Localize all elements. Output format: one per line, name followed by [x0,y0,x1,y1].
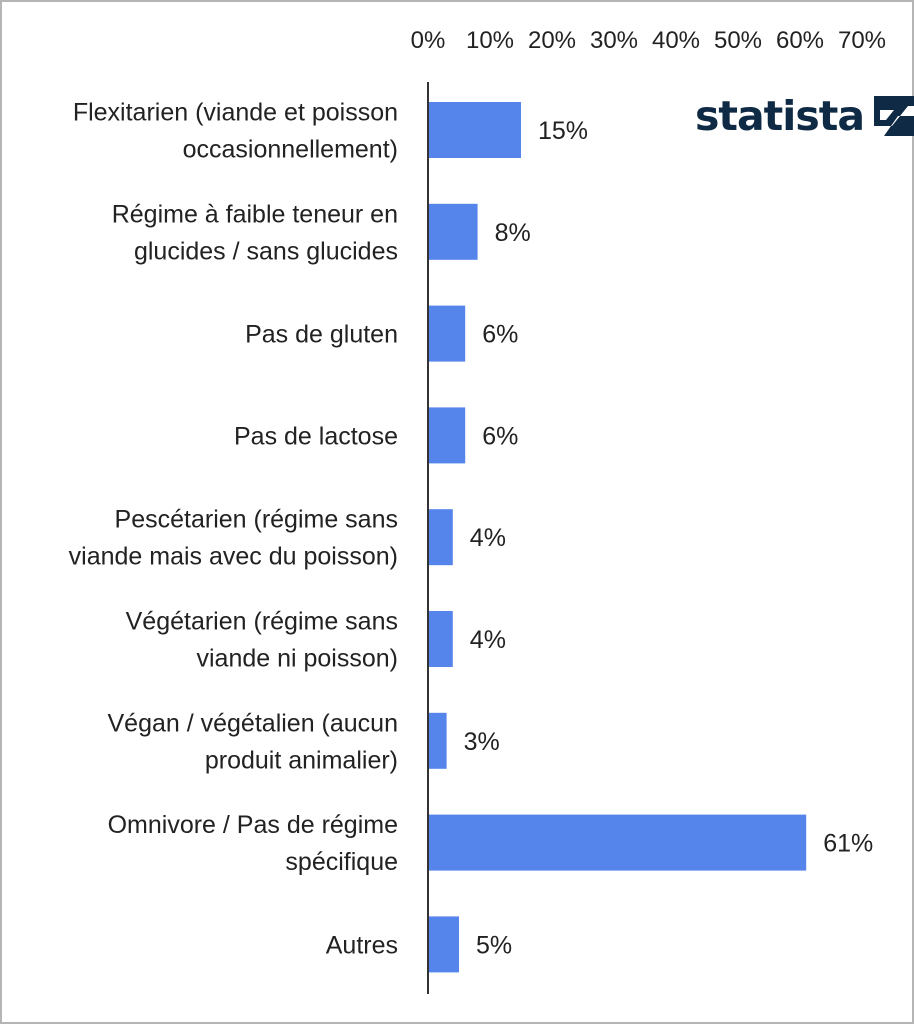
category-label: Pas de lactose [234,422,398,450]
x-tick-label: 50% [714,27,762,54]
data-label: 4% [470,524,506,552]
category-labels: Flexitarien (viande et poisson occasionne… [69,99,398,960]
bars-group [429,102,807,973]
data-label: 5% [476,931,512,959]
bar [429,611,453,667]
data-label: 61% [823,830,873,858]
x-tick-label: 40% [652,27,700,54]
data-label: 3% [464,728,500,756]
bar [429,305,466,362]
category-label: Pescétarien (régime sans viande mais avec… [69,506,398,571]
logo-text: statista [695,92,865,140]
data-label: 6% [482,321,518,349]
x-tick-label: 30% [590,27,638,54]
category-label: Végétarien (régime sans viande ni poisson… [126,608,398,673]
data-label: 4% [470,626,506,654]
bar [429,407,466,464]
category-label: Flexitarien (viande et poisson occasionne… [73,99,398,164]
x-tick-label: 60% [776,27,824,54]
category-label: Végan / végétalien (aucun produit animali… [108,709,399,774]
bar [429,712,447,769]
bar [429,203,478,260]
data-label: 15% [538,117,588,145]
x-tick-label: 70% [838,27,886,54]
bar [429,814,807,871]
category-label: Pas de gluten [245,321,398,349]
x-tick-label: 0% [411,27,446,54]
x-tick-label: 20% [528,27,576,54]
data-label: 6% [482,422,518,450]
bar [429,509,453,566]
x-tick-label: 10% [466,27,514,54]
category-label: Omnivore / Pas de régime spécifique [108,811,398,876]
bar [429,102,521,158]
data-label: 8% [495,219,531,247]
x-axis-ticks: 0% 10% 20% 30% 40% 50% 60% 70% [411,27,886,54]
statista-logo: statista [695,90,914,142]
category-label: Régime à faible teneur en glucides / sans… [112,200,398,265]
category-label: Autres [326,931,398,959]
bar [429,916,459,973]
statista-logo-icon [874,96,914,136]
value-labels: 15% 8% 6% 6% 4% 4% 3% 61% 5% [464,117,874,959]
